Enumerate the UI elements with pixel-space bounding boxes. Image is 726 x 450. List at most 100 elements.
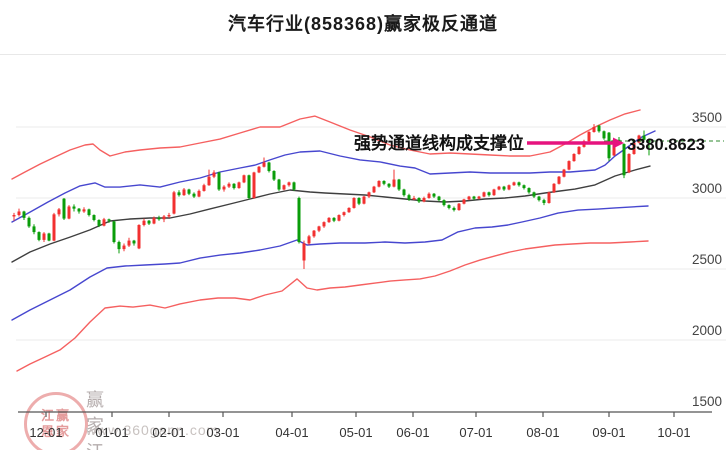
candle-up (172, 192, 176, 214)
candle-down (232, 183, 236, 189)
x-axis-label-09-01: 09-01 (592, 425, 625, 440)
candle-up (427, 193, 431, 198)
page-title: 汽车行业(858368)赢家极反通道 (227, 14, 499, 34)
candle-up (242, 175, 246, 183)
candle-down (472, 196, 476, 199)
candle-down (217, 172, 221, 190)
x-axis-label-05-01: 05-01 (339, 425, 372, 440)
candle-up (57, 209, 61, 215)
candle-up (587, 131, 591, 142)
candle-down (527, 188, 531, 193)
candle-down (77, 208, 81, 212)
candle-down (132, 240, 136, 244)
candle-down (402, 189, 406, 196)
candle-up (162, 216, 166, 220)
y-axis-label-1500: 1500 (692, 394, 722, 409)
x-axis-label-04-01: 04-01 (275, 425, 308, 440)
candle-up (252, 172, 256, 198)
candle-down (27, 217, 31, 227)
candle-down (177, 192, 181, 196)
y-axis-label-3000: 3000 (692, 181, 722, 196)
candle-up (227, 183, 231, 187)
x-axis-label-02-01: 02-01 (152, 425, 185, 440)
candle-up (207, 176, 211, 186)
lower-outer-red (16, 240, 649, 372)
candle-up (562, 169, 566, 177)
candle-up (552, 183, 556, 193)
candle-down (62, 198, 66, 219)
candle-up (467, 196, 471, 200)
candle-down (397, 179, 401, 190)
candle-up (337, 215, 341, 221)
candle-down (72, 206, 76, 209)
candle-up (262, 162, 266, 167)
candle-up (202, 185, 206, 191)
candle-down (447, 205, 451, 208)
candle-up (182, 189, 186, 196)
lower-inner-blue (11, 205, 649, 321)
candle-down (187, 189, 191, 194)
candle-down (357, 198, 361, 204)
candle-down (97, 220, 101, 226)
candle-up (367, 192, 371, 197)
candle-down (622, 144, 626, 176)
candle-down (522, 185, 526, 189)
candle-down (432, 193, 436, 197)
candle-down (32, 226, 36, 233)
candle-down (117, 242, 121, 250)
candle-up (197, 190, 201, 197)
candle-up (567, 161, 571, 170)
candle-down (542, 200, 546, 203)
candle-up (12, 215, 16, 217)
candle-up (342, 212, 346, 216)
candle-down (487, 192, 491, 196)
candle-up (592, 127, 596, 132)
candle-up (312, 230, 316, 237)
candle-down (642, 135, 646, 140)
candle-down (537, 196, 541, 201)
candle-up (82, 209, 86, 212)
candle-up (422, 198, 426, 202)
candle-down (47, 233, 51, 241)
y-axis-label-2500: 2500 (692, 252, 722, 267)
candle-up (287, 182, 291, 186)
watermark-url: www.360gann.com (86, 422, 220, 438)
candle-up (477, 196, 481, 199)
candle-up (122, 245, 126, 250)
candle-up (302, 243, 306, 261)
candle-up (547, 192, 551, 203)
candle-up (327, 217, 331, 223)
candle-up (222, 186, 226, 190)
candle-up (152, 217, 156, 224)
candle-up (577, 146, 581, 154)
candle-down (247, 175, 251, 198)
candle-down (407, 195, 411, 200)
upper-outer-red (11, 109, 641, 180)
candle-down (87, 209, 91, 216)
candle-up (52, 214, 56, 241)
x-axis-label-06-01: 06-01 (396, 425, 429, 440)
candle-down (267, 162, 271, 172)
x-axis-label-12-01: 12-01 (29, 425, 62, 440)
x-axis-label-10-01: 10-01 (657, 425, 690, 440)
candle-down (92, 215, 96, 221)
x-axis-label-03-01: 03-01 (206, 425, 239, 440)
candle-down (442, 200, 446, 206)
candle-up (412, 198, 416, 200)
candle-up (632, 142, 636, 154)
candle-up (257, 166, 261, 173)
support-level-value: 3380.8623 (627, 136, 705, 154)
upper-inner-blue (11, 130, 656, 223)
candle-up (557, 176, 561, 184)
candle-up (137, 224, 141, 249)
candle-up (17, 211, 21, 216)
candle-down (602, 131, 606, 139)
candle-down (277, 179, 281, 190)
candle-up (377, 180, 381, 187)
seal-text-bottom: 恩家 (40, 424, 71, 439)
candle-up (572, 153, 576, 162)
candle-up (127, 240, 131, 246)
candle-down (292, 182, 296, 190)
candle-down (37, 232, 41, 240)
